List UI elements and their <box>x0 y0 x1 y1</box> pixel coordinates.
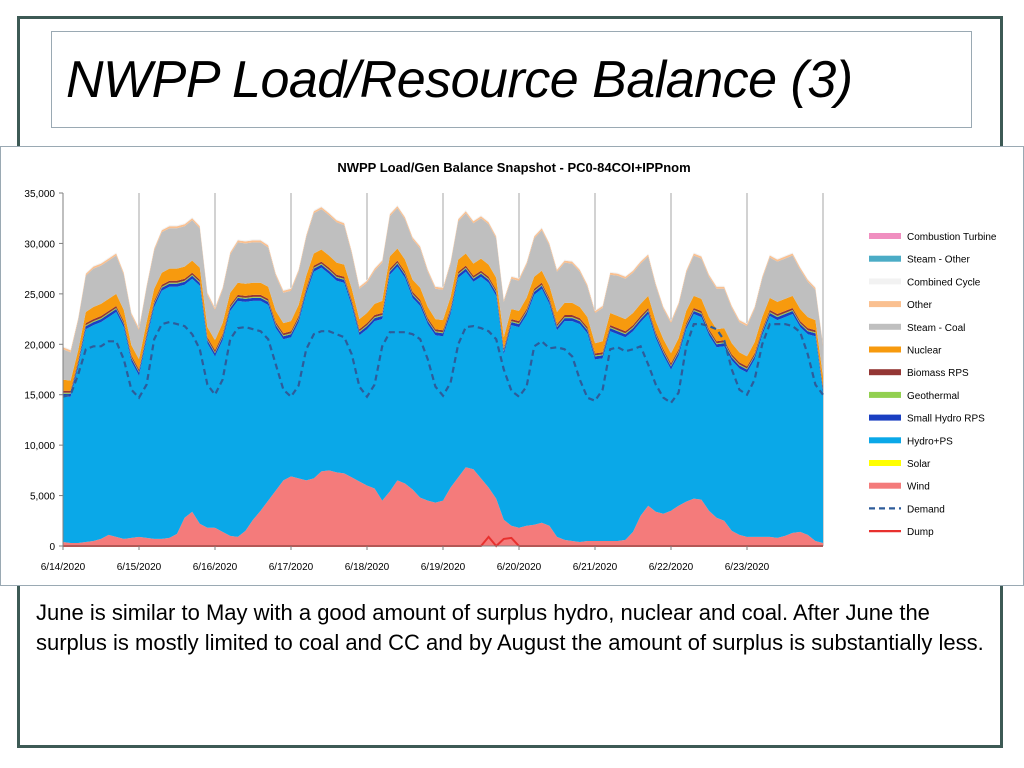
legend-swatch-wind <box>869 482 901 489</box>
slide-title: NWPP Load/Resource Balance (3) <box>66 51 853 109</box>
title-box: NWPP Load/Resource Balance (3) <box>51 31 972 128</box>
legend-swatch-biomass-rps <box>869 369 901 376</box>
legend-swatch-nuclear <box>869 346 901 353</box>
legend-swatch-other <box>869 301 901 308</box>
y-tick-label: 5,000 <box>30 492 55 503</box>
slide-body-text: June is similar to May with a good amoun… <box>36 600 984 655</box>
legend-label-hydro-ps: Hydro+PS <box>907 436 953 447</box>
chart-panel: NWPP Load/Gen Balance Snapshot - PC0-84C… <box>0 146 1024 586</box>
x-tick-label: 6/15/2020 <box>117 562 162 573</box>
legend-label-steam-coal: Steam - Coal <box>907 323 965 334</box>
legend-swatch-combined-cycle <box>869 278 901 285</box>
legend-swatch-hydro-ps <box>869 437 901 444</box>
chart-svg: NWPP Load/Gen Balance Snapshot - PC0-84C… <box>24 160 997 573</box>
legend-label-combustion-turbine: Combustion Turbine <box>907 232 997 243</box>
x-tick-label: 6/22/2020 <box>649 562 694 573</box>
x-tick-label: 6/23/2020 <box>725 562 770 573</box>
x-tick-label: 6/16/2020 <box>193 562 238 573</box>
x-tick-label: 6/18/2020 <box>345 562 390 573</box>
x-tick-label: 6/19/2020 <box>421 562 466 573</box>
legend-label-small-hydro-rps: Small Hydro RPS <box>907 414 985 425</box>
legend-label-geothermal: Geothermal <box>907 391 959 402</box>
legend-label-combined-cycle: Combined Cycle <box>907 277 981 288</box>
legend-swatch-combustion-turbine <box>869 233 901 239</box>
legend-swatch-steam-other <box>869 255 901 262</box>
legend-swatch-small-hydro-rps <box>869 414 901 421</box>
legend-label-wind: Wind <box>907 482 930 493</box>
y-tick-label: 10,000 <box>24 441 55 452</box>
legend-label-steam-other: Steam - Other <box>907 255 970 266</box>
x-tick-label: 6/17/2020 <box>269 562 314 573</box>
chart-title: NWPP Load/Gen Balance Snapshot - PC0-84C… <box>337 160 690 175</box>
legend-label-biomass-rps: Biomass RPS <box>907 368 969 379</box>
chart-legend: Combustion Turbine Steam - Other Combined … <box>869 232 997 538</box>
x-tick-label: 6/20/2020 <box>497 562 542 573</box>
y-tick-label: 0 <box>49 542 55 553</box>
legend-label-nuclear: Nuclear <box>907 346 942 357</box>
legend-swatch-geothermal <box>869 391 901 398</box>
legend-swatch-steam-coal <box>869 323 901 330</box>
legend-label-other: Other <box>907 300 933 311</box>
y-tick-label: 30,000 <box>24 239 55 250</box>
chart-axes: 0 5,000 10,000 15,000 20,000 25,000 30,000 35,0… <box>24 189 823 573</box>
x-tick-label: 6/14/2020 <box>41 562 86 573</box>
area-series-steam-coal <box>63 208 823 381</box>
area-series-wind <box>63 467 823 546</box>
legend-label-demand: Demand <box>907 504 945 515</box>
area-series-hydro-ps <box>63 266 823 543</box>
legend-swatch-solar <box>869 460 901 466</box>
y-tick-label: 35,000 <box>24 189 55 200</box>
y-tick-label: 20,000 <box>24 340 55 351</box>
chart-areas <box>63 205 823 546</box>
x-tick-label: 6/21/2020 <box>573 562 618 573</box>
legend-label-solar: Solar <box>907 459 931 470</box>
y-tick-label: 25,000 <box>24 290 55 301</box>
legend-label-dump: Dump <box>907 527 934 538</box>
area-series-nuclear <box>63 248 823 391</box>
line-series-demand <box>62 320 824 405</box>
y-tick-label: 15,000 <box>24 391 55 402</box>
